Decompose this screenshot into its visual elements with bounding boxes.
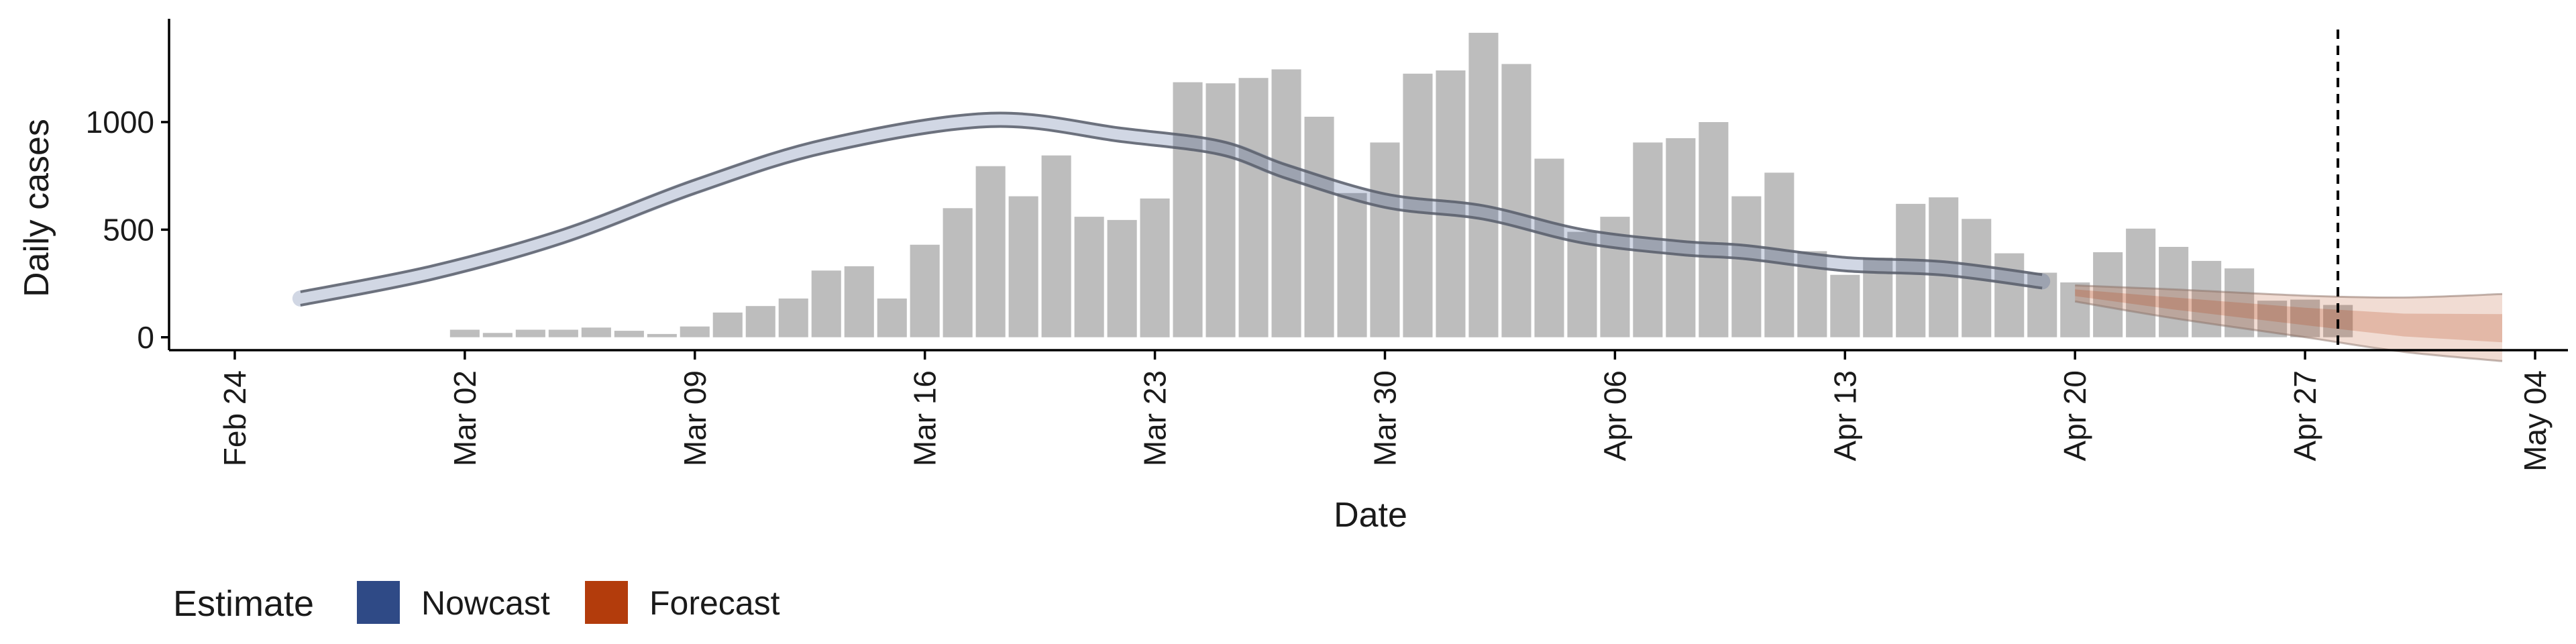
bar	[1468, 32, 1499, 337]
bar	[1173, 82, 1203, 337]
legend-label-forecast: Forecast	[649, 584, 780, 622]
bar	[975, 166, 1006, 337]
bar	[943, 208, 973, 337]
nowcast-upper-line	[300, 111, 2043, 293]
bar	[482, 333, 513, 337]
bar	[811, 270, 841, 337]
x-tick-label: Mar 09	[678, 370, 712, 466]
y-axis-ticks: 0 500 1000	[86, 105, 169, 355]
bar	[2290, 299, 2320, 337]
bar	[614, 331, 644, 337]
x-tick-label: May 04	[2518, 370, 2553, 472]
legend-label-nowcast: Nowcast	[421, 584, 550, 622]
bar	[1271, 69, 1301, 337]
bar	[2126, 228, 2156, 337]
nowcast-lower-line	[300, 125, 2043, 307]
forecast-band	[2075, 285, 2502, 362]
bar	[1140, 198, 1170, 337]
bar	[1107, 219, 1137, 337]
bands-layer	[292, 111, 2502, 362]
bar	[877, 299, 907, 337]
x-axis-ticks: Feb 24 Mar 02 Mar 09 Mar 16 Mar 23 Mar 30 Apr …	[217, 350, 2553, 472]
bar	[548, 329, 578, 337]
bar	[2060, 282, 2090, 337]
y-tick-label: 0	[137, 320, 154, 355]
bar	[745, 306, 775, 337]
bar	[1008, 196, 1038, 337]
x-tick-label: Mar 16	[908, 370, 943, 466]
bar	[1304, 117, 1334, 337]
x-tick-label: Mar 02	[447, 370, 482, 466]
bar	[680, 326, 710, 337]
nowcast-band	[292, 111, 2051, 307]
bar	[778, 299, 808, 337]
bar	[1830, 274, 1860, 337]
bar	[581, 327, 611, 337]
bar	[1994, 253, 2025, 337]
lines-layer	[300, 111, 2503, 362]
bar	[1699, 122, 1729, 337]
bar	[1205, 83, 1236, 337]
forecast-upper-line	[2075, 284, 2503, 299]
x-tick-label: Apr 27	[2288, 370, 2322, 462]
bar	[2093, 252, 2123, 337]
bar	[449, 329, 480, 337]
bar	[1074, 217, 1104, 337]
bar	[515, 329, 545, 337]
bar	[1501, 64, 1532, 337]
bar	[712, 312, 743, 337]
bar	[1337, 193, 1367, 337]
bar	[1238, 78, 1269, 337]
x-tick-label: Apr 06	[1597, 370, 1632, 462]
bar	[1600, 217, 1630, 337]
bar	[1403, 73, 1433, 337]
forecast-inner-band	[2075, 289, 2502, 343]
bar	[844, 266, 874, 337]
legend-swatch-forecast	[585, 581, 628, 624]
bars-layer	[449, 32, 2353, 337]
x-axis-title: Date	[1334, 496, 1407, 535]
forecast-lower-line	[2074, 300, 2503, 362]
legend-swatch-nowcast	[357, 581, 400, 624]
bar	[647, 333, 677, 337]
x-tick-label: Apr 20	[2057, 370, 2092, 462]
bar	[1764, 172, 1794, 337]
y-axis-title: Daily cases	[17, 119, 56, 297]
bar	[2027, 272, 2057, 337]
x-tick-label: Mar 30	[1368, 370, 1403, 466]
y-tick-label: 500	[103, 212, 154, 247]
x-tick-label: Apr 13	[1827, 370, 1862, 462]
bar	[1041, 155, 1071, 337]
legend-title: Estimate	[173, 584, 314, 624]
bar	[1929, 197, 1959, 337]
x-tick-label: Mar 23	[1138, 370, 1173, 466]
bar	[910, 244, 940, 337]
bar	[1567, 231, 1597, 337]
bar	[1666, 138, 1696, 337]
x-tick-label: Feb 24	[217, 370, 252, 466]
bar	[1731, 196, 1762, 337]
bar	[2159, 247, 2189, 337]
y-tick-label: 1000	[86, 105, 154, 140]
bar	[1534, 158, 1564, 337]
bar	[1370, 142, 1400, 337]
bar	[1896, 203, 1926, 337]
legend: Estimate Nowcast Forecast	[173, 581, 780, 624]
